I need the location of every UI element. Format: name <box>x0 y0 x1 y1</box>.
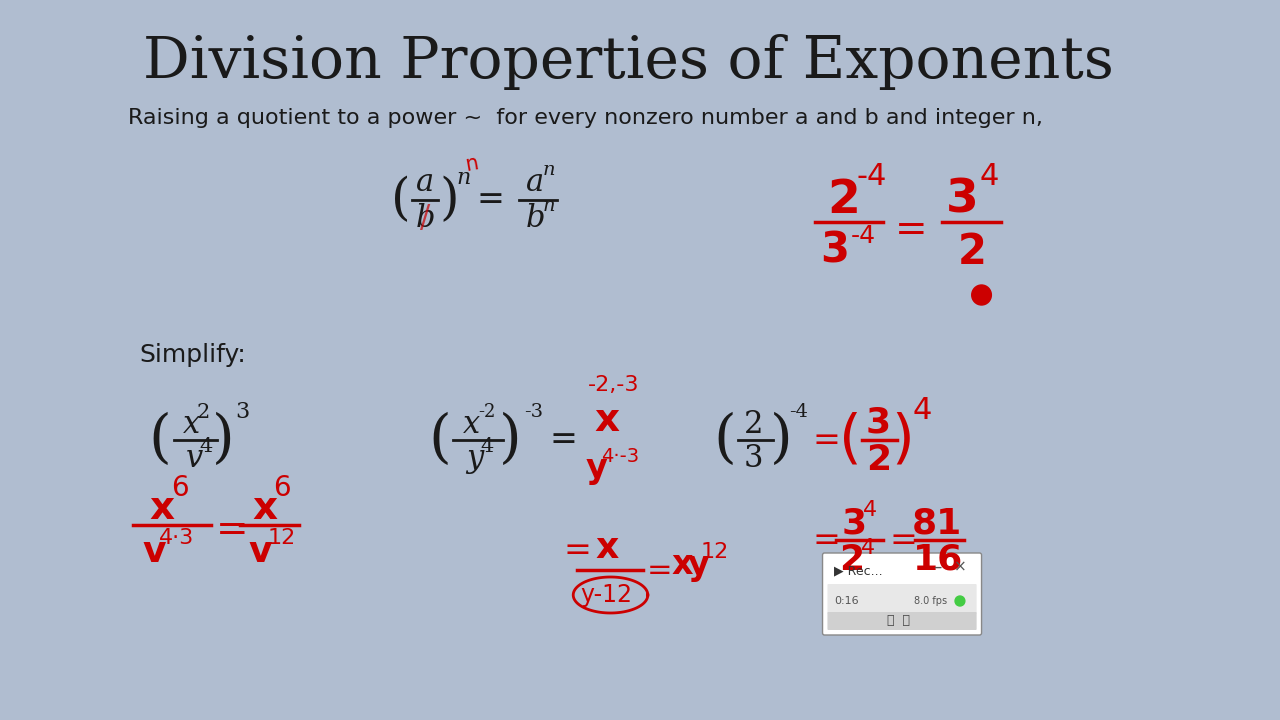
Text: y-12: y-12 <box>581 583 632 607</box>
Text: y: y <box>586 451 608 485</box>
Text: n: n <box>463 153 479 175</box>
Text: 16: 16 <box>913 543 964 577</box>
Text: ▶ Rec...: ▶ Rec... <box>835 564 883 577</box>
Text: =: = <box>549 424 577 456</box>
Text: 81: 81 <box>913 507 963 541</box>
Text: ⏸  ⏹: ⏸ ⏹ <box>887 614 910 628</box>
Text: y: y <box>687 549 709 582</box>
Text: 12: 12 <box>700 542 728 562</box>
Text: v: v <box>248 535 271 569</box>
Text: ): ) <box>771 412 792 468</box>
Text: –: – <box>933 558 942 576</box>
Text: 2: 2 <box>865 443 891 477</box>
Text: ): ) <box>892 412 914 469</box>
Text: x: x <box>672 549 692 582</box>
Text: 6: 6 <box>273 474 291 502</box>
Text: 4: 4 <box>863 500 877 520</box>
Text: Simplify:: Simplify: <box>140 343 246 367</box>
Text: -2,-3: -2,-3 <box>588 375 639 395</box>
Text: 8.0 fps: 8.0 fps <box>914 596 947 606</box>
Text: -4: -4 <box>856 161 887 191</box>
Text: -3: -3 <box>525 403 544 421</box>
Text: 4: 4 <box>480 436 494 456</box>
Text: (: ( <box>713 412 736 468</box>
Circle shape <box>955 596 965 606</box>
Text: (: ( <box>148 412 172 468</box>
Text: 4: 4 <box>913 395 932 425</box>
Text: (: ( <box>390 175 411 225</box>
Text: v: v <box>186 443 204 474</box>
Text: n: n <box>456 167 471 189</box>
Text: 4: 4 <box>860 538 874 558</box>
Text: 2: 2 <box>744 408 764 439</box>
Text: n: n <box>543 197 556 215</box>
Text: 3: 3 <box>819 229 849 271</box>
FancyBboxPatch shape <box>823 553 982 635</box>
FancyBboxPatch shape <box>827 612 977 630</box>
Text: 3: 3 <box>865 405 891 439</box>
Text: b: b <box>525 202 545 233</box>
Text: =: = <box>563 534 591 567</box>
Text: ): ) <box>440 175 460 225</box>
Text: x: x <box>462 408 480 439</box>
Text: n: n <box>543 161 556 179</box>
Text: =: = <box>890 523 916 557</box>
Text: 4·-3: 4·-3 <box>602 446 640 466</box>
Text: =: = <box>477 184 504 216</box>
Text: ×: × <box>954 559 966 575</box>
Text: =: = <box>813 523 841 557</box>
Text: 2: 2 <box>828 178 860 222</box>
Text: 2: 2 <box>840 543 864 577</box>
Text: =: = <box>895 211 927 249</box>
Text: x: x <box>595 531 618 565</box>
Text: -4: -4 <box>851 224 877 248</box>
Text: 12: 12 <box>268 528 296 548</box>
Text: ): ) <box>499 412 522 468</box>
Text: 4·3: 4·3 <box>159 528 195 548</box>
Text: x: x <box>252 489 278 527</box>
Text: 3: 3 <box>236 401 250 423</box>
Text: y: y <box>466 443 484 474</box>
Text: Division Properties of Exponents: Division Properties of Exponents <box>143 34 1114 90</box>
Text: x: x <box>150 489 174 527</box>
Text: -4: -4 <box>790 403 809 421</box>
Text: -2: -2 <box>479 403 495 421</box>
Text: /: / <box>420 202 430 233</box>
Text: x: x <box>183 408 200 439</box>
Circle shape <box>972 285 991 305</box>
Text: 3: 3 <box>946 178 978 222</box>
FancyBboxPatch shape <box>827 584 977 614</box>
Text: 2: 2 <box>197 402 210 421</box>
Text: =: = <box>646 556 672 585</box>
Text: (: ( <box>429 412 451 468</box>
Text: 3: 3 <box>841 507 867 541</box>
Text: 4: 4 <box>200 436 212 456</box>
Text: x: x <box>594 401 620 439</box>
Text: 0:16: 0:16 <box>835 596 859 606</box>
Text: =: = <box>813 423 841 456</box>
Text: ): ) <box>211 412 234 468</box>
Text: 2: 2 <box>957 231 986 273</box>
Text: v: v <box>142 535 166 569</box>
Text: Raising a quotient to a power ~  for every nonzero number a and b and integer n,: Raising a quotient to a power ~ for ever… <box>128 108 1042 128</box>
Text: b: b <box>415 202 435 233</box>
Text: a: a <box>526 166 544 197</box>
Text: 3: 3 <box>744 443 764 474</box>
Text: =: = <box>216 511 248 549</box>
Text: 6: 6 <box>170 474 188 502</box>
Text: 4: 4 <box>979 161 1000 191</box>
Text: (: ( <box>838 412 861 469</box>
Text: a: a <box>416 166 434 197</box>
